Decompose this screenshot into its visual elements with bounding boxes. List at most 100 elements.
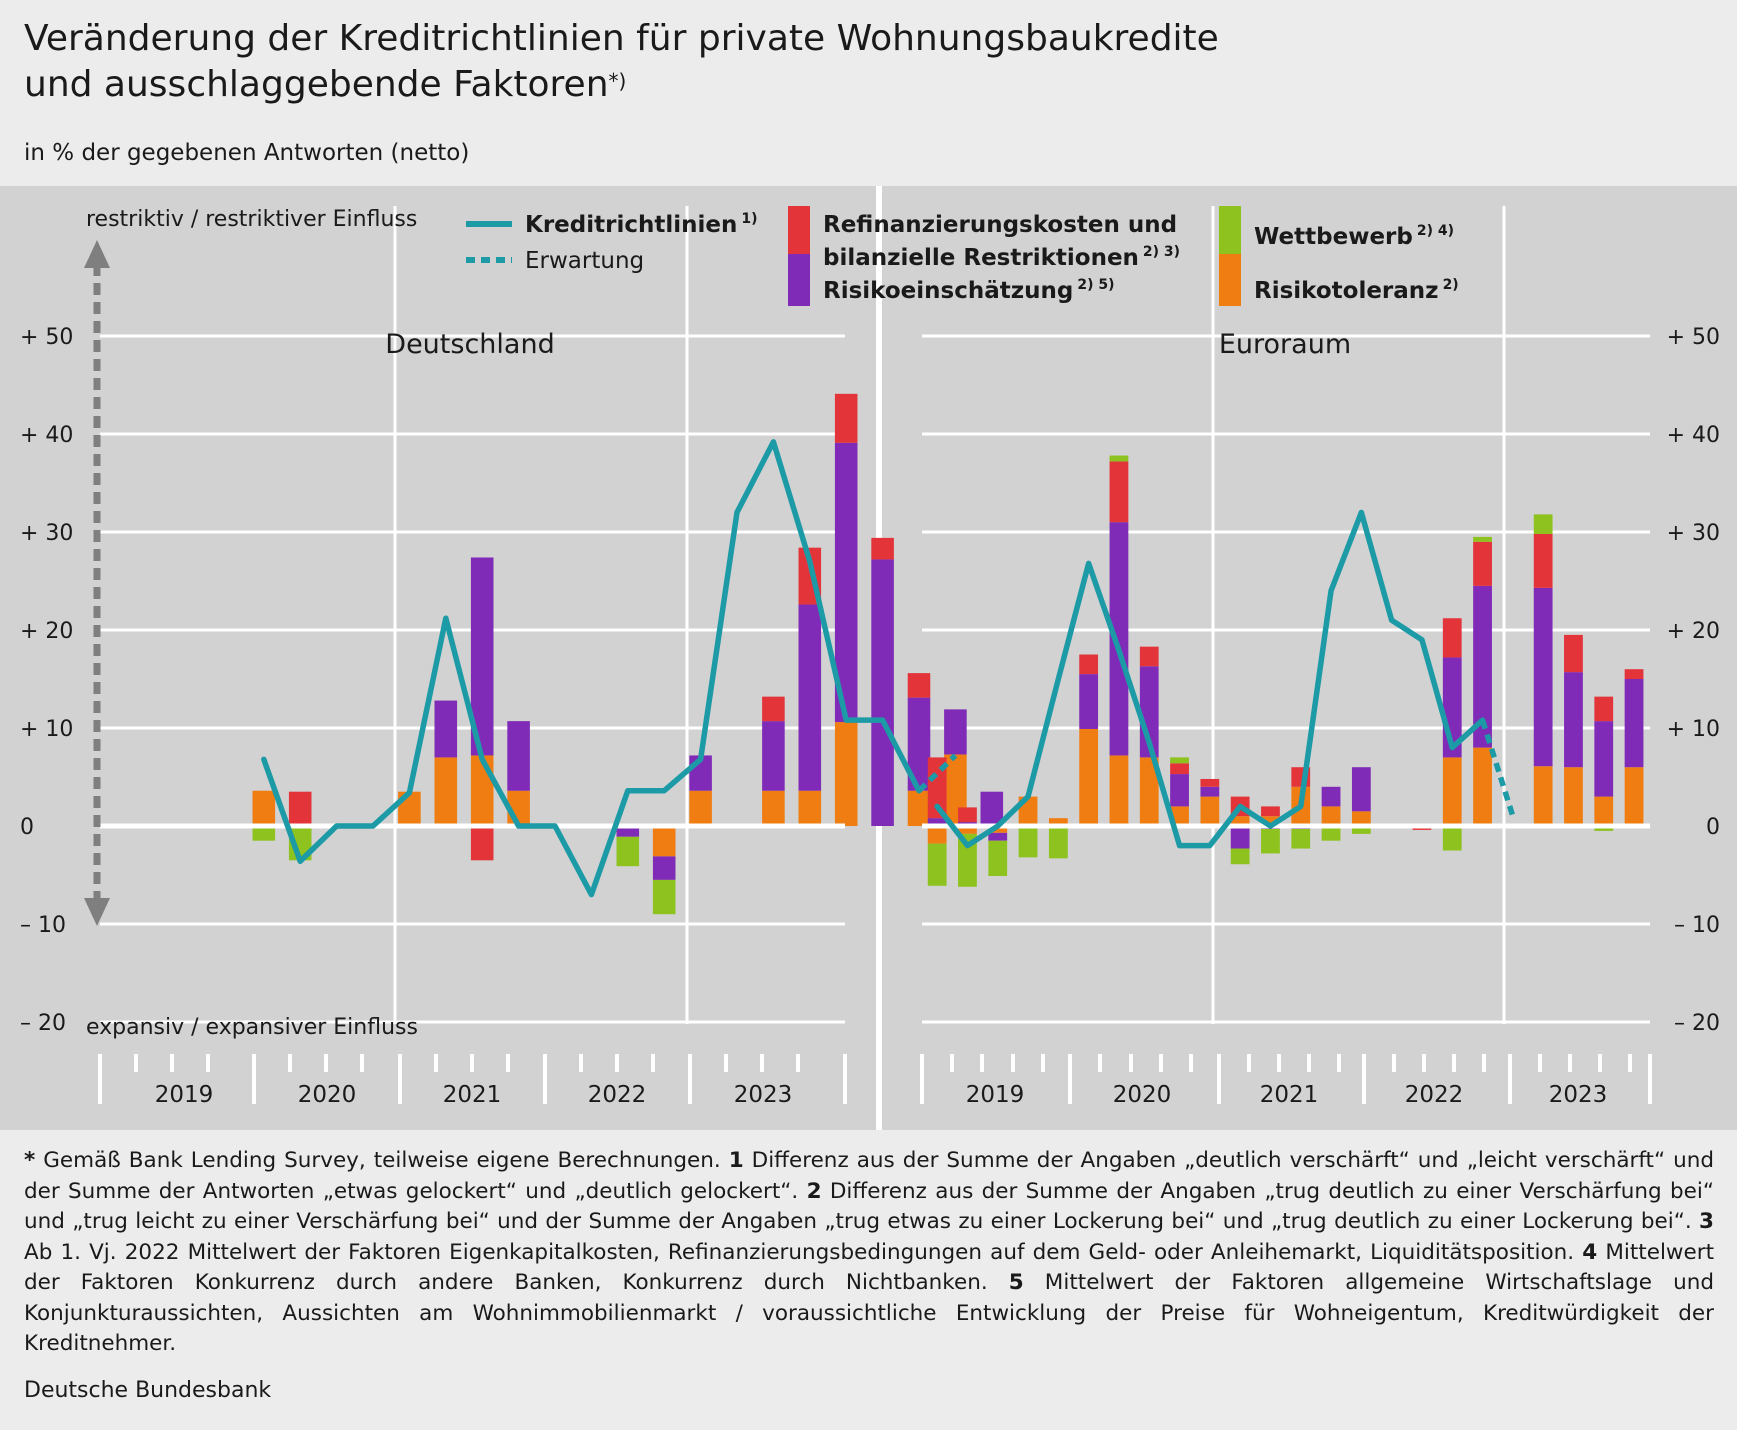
bar-eu-risikotol-13 bbox=[1321, 806, 1341, 826]
series-line-erwartung-eu bbox=[1479, 719, 1516, 818]
series-line-kredit-eu bbox=[934, 509, 1486, 849]
bar-de-refin-16 bbox=[834, 393, 858, 443]
footnote-5-number: 5 bbox=[1008, 1270, 1024, 1295]
series-line-kredit-de bbox=[261, 439, 922, 898]
bar-de-risikoein-10 bbox=[616, 826, 640, 837]
title-line-1: Veränderung der Kreditrichtlinien für pr… bbox=[24, 18, 1219, 59]
bar-de-wettbewerb-0 bbox=[252, 826, 276, 841]
chart-svg: + 50 + 50 + 40 + 40 + 30 + 30 + 20 + 20 + 10 + 10… bbox=[20, 186, 1720, 1130]
bar-eu-wettbewerb-6 bbox=[1109, 455, 1129, 462]
bar-de-risikotol-15 bbox=[798, 790, 822, 826]
bar-de-risikoein-6 bbox=[470, 557, 494, 756]
y-tick-right-2: + 30 bbox=[1667, 521, 1720, 546]
bar-eu-wettbewerb-12 bbox=[1291, 828, 1311, 849]
y-tick-left-3: + 20 bbox=[20, 619, 73, 644]
bar-de-risikotol-16 bbox=[834, 722, 858, 826]
title-line-2: und ausschlaggebende Faktoren*) bbox=[24, 62, 1219, 108]
bar-eu-refin-7 bbox=[1139, 646, 1159, 667]
bar-eu-refin-8 bbox=[1170, 763, 1189, 775]
bar-eu-risikoein-6 bbox=[1109, 522, 1129, 756]
bar-eu-wettbewerb-10 bbox=[1230, 848, 1250, 865]
bar-de-risikoein-17 bbox=[871, 559, 894, 826]
year-label-de-2019: 2019 bbox=[155, 1082, 214, 1108]
year-label-eu-2022: 2022 bbox=[1405, 1082, 1464, 1108]
y-tick-right-3: + 20 bbox=[1667, 619, 1720, 644]
bar-de-risikoein-16 bbox=[834, 442, 858, 723]
bar-de-risikotol-11 bbox=[652, 826, 676, 857]
bar-de-refin-14 bbox=[762, 696, 785, 722]
bar-eu-risikotol-22 bbox=[1594, 796, 1614, 826]
bar-eu-risikoein-13 bbox=[1321, 786, 1341, 807]
bar-eu-risikoein-5 bbox=[1079, 674, 1099, 729]
bar-eu-risikotol-10 bbox=[1230, 816, 1250, 826]
footnote-3-text: Ab 1. Vj. 2022 Mittelwert der Faktoren E… bbox=[24, 1239, 1583, 1265]
year-label-eu-2019: 2019 bbox=[966, 1082, 1025, 1108]
y-tick-left-2: + 30 bbox=[20, 521, 73, 546]
bar-eu-wettbewerb-4 bbox=[1048, 826, 1068, 859]
panel-title-deutschland: Deutschland bbox=[385, 329, 554, 360]
bar-eu-risikotol-21 bbox=[1564, 767, 1583, 826]
footnote-3-number: 3 bbox=[1699, 1209, 1714, 1234]
bar-eu-wettbewerb-3 bbox=[1018, 826, 1038, 858]
bar-eu-refin-20 bbox=[1533, 533, 1553, 588]
bar-eu-wettbewerb-17 bbox=[1442, 826, 1462, 851]
y-tick-left-7: – 20 bbox=[20, 1011, 66, 1036]
y-tick-right-6: – 10 bbox=[1674, 913, 1720, 938]
title-footnote-mark: *) bbox=[608, 69, 627, 93]
bar-eu-refin-5 bbox=[1079, 654, 1099, 675]
y-tick-right-7: – 20 bbox=[1674, 1011, 1720, 1036]
legend-label-wettbewerb-superscript: 2) 4) bbox=[1417, 223, 1454, 239]
bar-eu-risikoein-14 bbox=[1351, 767, 1371, 812]
legend-label-refin-line1: Refinanzierungskosten und bbox=[823, 212, 1177, 238]
legend-label-risikoein: Risikoeinschätzung 2) 5) bbox=[823, 277, 1114, 304]
legend-label-refin-line2-superscript: 2) 3) bbox=[1143, 244, 1180, 260]
year-label-de-2022: 2022 bbox=[588, 1082, 647, 1108]
bar-de-wettbewerb-10 bbox=[616, 836, 640, 867]
bar-eu-risikotol-0 bbox=[927, 826, 947, 844]
footnote-1-number: 1 bbox=[728, 1148, 744, 1173]
bar-de-risikoein-19 bbox=[944, 709, 967, 755]
bar-eu-wettbewerb-13 bbox=[1321, 826, 1341, 841]
bar-eu-risikotol-4 bbox=[1048, 818, 1068, 826]
bar-eu-wettbewerb-2 bbox=[988, 840, 1008, 876]
bar-eu-risikoein-10 bbox=[1230, 826, 1250, 849]
bar-de-risikotol-6 bbox=[470, 755, 494, 826]
chart-subtitle: in % der gegebenen Antworten (netto) bbox=[24, 140, 470, 166]
bar-eu-refin-6 bbox=[1109, 461, 1129, 523]
bar-eu-risikoein-9 bbox=[1200, 786, 1220, 797]
footnotes: * Gemäß Bank Lending Survey, teilweise e… bbox=[24, 1146, 1714, 1360]
bar-eu-risikotol-20 bbox=[1533, 766, 1553, 826]
y-tick-left-1: + 40 bbox=[20, 423, 73, 448]
bar-eu-risikotol-14 bbox=[1351, 811, 1371, 826]
year-label-de-2023: 2023 bbox=[734, 1082, 793, 1108]
bar-eu-risikotol-6 bbox=[1109, 755, 1129, 826]
y-tick-right-4: + 10 bbox=[1667, 717, 1720, 742]
footnote-1-text: Differenz aus der Summe der Angaben „deu… bbox=[24, 1148, 1714, 1204]
legend-swatch-risikotol bbox=[1219, 254, 1241, 306]
chart-title: Veränderung der Kreditrichtlinien für pr… bbox=[24, 16, 1219, 108]
bar-de-risikoein-15 bbox=[798, 604, 822, 791]
legend-swatch-risikoein bbox=[788, 254, 810, 306]
bar-eu-refin-9 bbox=[1200, 778, 1220, 787]
legend-swatch-refin bbox=[788, 206, 810, 254]
bar-eu-refin-21 bbox=[1564, 634, 1583, 673]
bar-eu-risikoein-2 bbox=[988, 832, 1008, 841]
year-label-de-2020: 2020 bbox=[298, 1082, 357, 1108]
legend-swatch-wettbewerb bbox=[1219, 206, 1241, 254]
footnote-star-text: Gemäß Bank Lending Survey, teilweise eig… bbox=[35, 1148, 729, 1173]
bar-eu-risikotol-11 bbox=[1261, 816, 1280, 826]
bar-de-risikoein-5 bbox=[434, 700, 458, 758]
footnote-2-number: 2 bbox=[806, 1178, 822, 1204]
bar-eu-risikoein-8 bbox=[1170, 774, 1189, 807]
bar-de-risikoein-14 bbox=[762, 721, 785, 791]
bar-de-risikotol-18 bbox=[907, 790, 931, 826]
bar-eu-refin-23 bbox=[1624, 669, 1644, 679]
bar-eu-risikoein-21 bbox=[1564, 672, 1583, 768]
bar-eu-refin-18 bbox=[1473, 541, 1492, 586]
y-tick-left-6: – 10 bbox=[20, 913, 66, 938]
year-label-eu-2023: 2023 bbox=[1549, 1082, 1608, 1108]
legend-label-wettbewerb: Wettbewerb 2) 4) bbox=[1254, 223, 1454, 250]
bar-eu-risikotol-23 bbox=[1624, 767, 1644, 826]
footnote-2-text: Differenz aus der Summe der Angaben „tru… bbox=[24, 1178, 1714, 1235]
bar-de-risikoein-18 bbox=[907, 697, 931, 791]
